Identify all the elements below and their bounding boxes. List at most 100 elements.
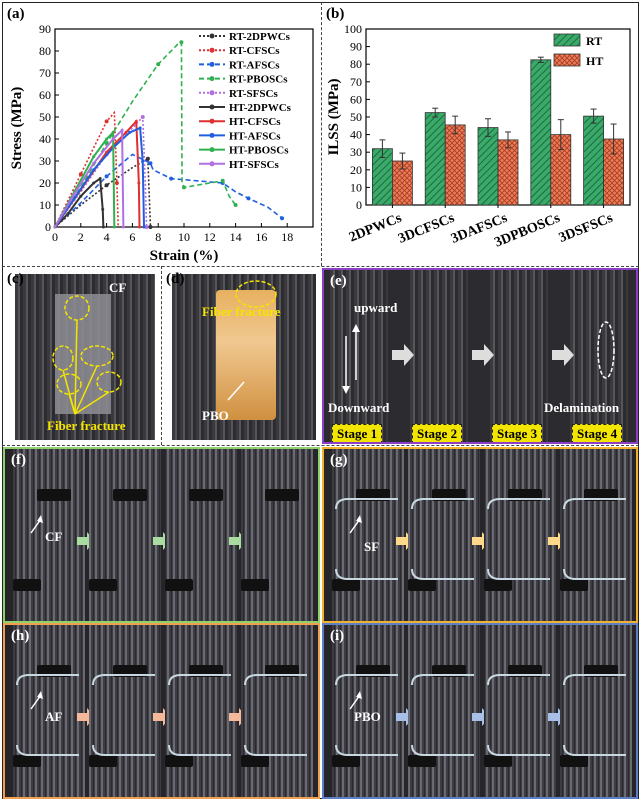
legend-marker (209, 47, 215, 53)
stage-1-label: Stage 1 (332, 424, 383, 442)
data-point (145, 156, 150, 161)
cf-fiber-label: CF (45, 529, 63, 544)
data-point (220, 178, 225, 183)
data-point (104, 183, 109, 188)
panel-h-label: (h) (11, 628, 30, 644)
data-point (78, 172, 83, 177)
specimen-photo (241, 625, 313, 797)
bar-rt (424, 112, 446, 206)
specimen-sequence-h (13, 625, 313, 797)
legend-marker (209, 161, 215, 167)
stage-3-label: Stage 3 (492, 424, 543, 442)
data-point (280, 216, 285, 221)
legend-marker (209, 76, 215, 82)
fiber-pointer-head (356, 515, 362, 523)
data-point (144, 225, 149, 229)
data-point (104, 119, 109, 124)
y-axis-label: Stress (MPa) (9, 87, 25, 170)
specimen-photo (408, 449, 480, 621)
data-point (121, 225, 125, 229)
panel-d-label: (d) (166, 271, 185, 287)
legend-label: RT-SFSCs (229, 88, 278, 100)
notch-bottom (408, 755, 436, 767)
bar-rt (583, 115, 605, 206)
data-point (104, 174, 109, 179)
x-tick-label: 18 (281, 230, 293, 244)
data-point (138, 126, 142, 130)
legend-label: RT-PBOSCs (229, 74, 288, 86)
x-tick-label: 10 (178, 230, 190, 244)
pbo-specimen-region (216, 290, 276, 420)
af-fiber-label: AF (45, 709, 63, 724)
divider-row1 (2, 266, 639, 267)
bar-ht (444, 124, 466, 206)
data-point (92, 168, 96, 172)
panel-b-label: (b) (326, 6, 345, 22)
y-tick-label: 20 (350, 163, 362, 177)
y-tick-label: 80 (39, 44, 51, 58)
fiber-fracture-label: Fiber fracture (47, 418, 126, 433)
series-line-ht-cfscs (54, 118, 141, 228)
specimen-sequence-g (332, 449, 632, 621)
specimen-photo (13, 625, 85, 797)
notch-bottom (13, 755, 41, 767)
loop-fiber (487, 498, 550, 580)
legend-marker (209, 90, 215, 96)
y-tick-label: 0 (45, 220, 51, 234)
y-tick-label: 60 (350, 92, 362, 106)
y-tick-label: 40 (350, 128, 362, 142)
loop-fiber (335, 674, 398, 756)
x-tick-label: 2 (78, 230, 84, 244)
loop-fiber (168, 674, 231, 756)
legend-marker (209, 132, 215, 138)
data-point (105, 137, 109, 141)
legend-swatch (553, 33, 581, 47)
loop-fiber (16, 674, 79, 756)
y-axis-label: ILSS (MPa) (326, 78, 342, 155)
panel-b: (b) 0 10 20 30 40 50 60 70 80 90 100 ILSS (MPa) 2DPW… (322, 3, 639, 266)
legend-label: HT-AFSCs (229, 130, 281, 142)
stage-4-label: Stage 4 (572, 424, 623, 442)
notch-top (37, 489, 71, 501)
loop-fiber (487, 674, 550, 756)
loop-fiber (411, 498, 474, 580)
legend-marker (209, 104, 215, 110)
loop-fiber (92, 674, 155, 756)
y-tick-label: 10 (39, 198, 51, 212)
y-tick-label: 100 (344, 22, 362, 36)
y-tick-label: 60 (39, 88, 51, 102)
panel-e: (e) upward Downward Delamination Stage 1… (322, 268, 638, 444)
legend-label: RT-AFSCs (229, 59, 280, 71)
legend-marker (209, 118, 215, 124)
specimen-photo (484, 449, 556, 621)
x-tick-label: 12 (204, 230, 216, 244)
y-tick-label: 50 (39, 110, 51, 124)
legend-label: HT-CFSCs (229, 116, 281, 128)
specimen-photo (89, 625, 161, 797)
specimen-photo (408, 625, 480, 797)
notch-bottom (332, 755, 360, 767)
data-point (66, 212, 70, 216)
data-point (101, 225, 105, 229)
data-point (111, 137, 115, 141)
legend-label: HT-SFSCs (229, 159, 279, 171)
data-point (142, 225, 146, 229)
panel-f-label: (f) (11, 452, 26, 468)
data-point (120, 128, 124, 132)
pbo-label-d: PBO (202, 408, 229, 423)
panel-a-label: (a) (7, 6, 25, 22)
pbo-fracture-markers (227, 280, 277, 401)
data-point (140, 115, 145, 119)
x-tick-label: 4 (104, 230, 110, 244)
x-tick-label: 0 (52, 230, 58, 244)
data-point (92, 155, 96, 159)
notch-bottom (484, 755, 512, 767)
fiber-fracture-markers (52, 295, 122, 415)
panel-f: (f) CF (3, 447, 320, 623)
panel-e-label: (e) (330, 273, 347, 289)
series-line-rt-2dpwcs (54, 157, 152, 228)
notch-bottom (560, 755, 588, 767)
downward-label: Downward (328, 400, 390, 415)
data-point (101, 207, 105, 211)
